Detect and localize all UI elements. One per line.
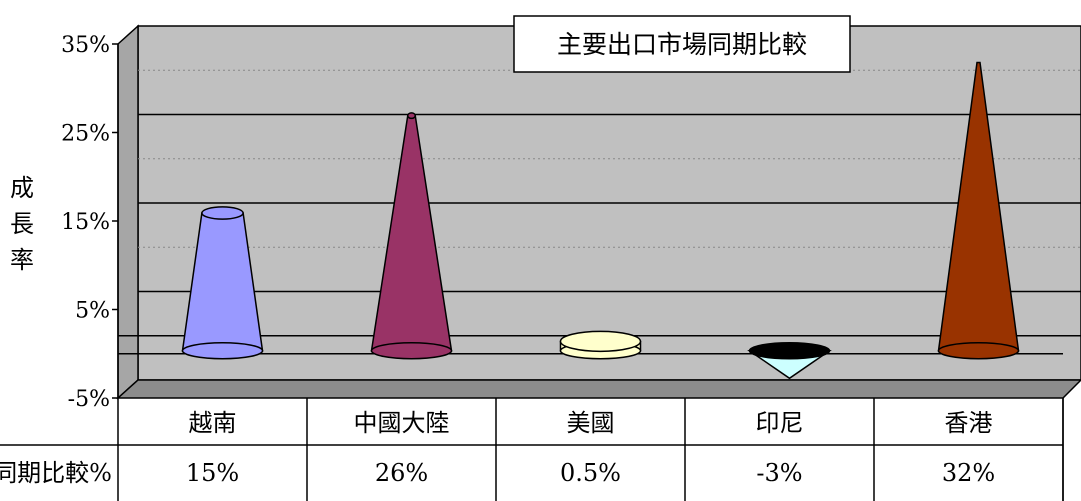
- bars: [181, 61, 1020, 380]
- chart-title-box: 主要出口市場同期比較: [513, 15, 851, 73]
- y-axis-label: 成長率: [10, 174, 34, 274]
- y-axis-label-char: 率: [10, 246, 34, 274]
- title-frame: [513, 15, 851, 73]
- bar-cone-top: [201, 206, 244, 220]
- y-axis-label-char: 成: [10, 174, 34, 202]
- bar-cone-top: [407, 112, 416, 120]
- y-axis: -5% 5% 15% 25% 35%: [61, 33, 119, 412]
- value-label: -3%: [756, 459, 802, 487]
- bar-cone-base: [181, 342, 264, 360]
- bar-cone-base: [937, 342, 1020, 360]
- bar-cone: [181, 206, 264, 360]
- value-label: 15%: [186, 459, 239, 487]
- y-axis-label-char: 長: [10, 210, 34, 238]
- category-label: 越南: [189, 409, 237, 437]
- y-tick-label: 5%: [75, 299, 110, 324]
- y-tick-label: 25%: [61, 122, 110, 147]
- category-label: 印尼: [756, 409, 804, 437]
- bar-cone-base: [370, 342, 453, 360]
- bar-cone: [370, 112, 453, 360]
- category-label: 香港: [945, 409, 993, 437]
- bar-cone-base: [748, 342, 831, 360]
- chart-title: 主要出口市場同期比較: [557, 30, 807, 59]
- y-tick-label: 35%: [61, 33, 110, 58]
- value-label: 32%: [942, 459, 995, 487]
- value-label: 0.5%: [560, 459, 621, 487]
- data-table: 越南 中國大陸 美國 印尼 香港 15% 26% 0.5% -3% 32% 同期比較%: [0, 398, 1064, 501]
- bar-cone: [937, 61, 1020, 360]
- series-name-label: 同期比較%: [0, 459, 112, 487]
- floor: [116, 379, 1081, 399]
- bar-cone: [747, 342, 832, 380]
- category-label: 美國: [567, 409, 615, 437]
- bar-cone: [559, 330, 642, 360]
- category-label: 中國大陸: [354, 409, 450, 437]
- value-label: 26%: [375, 459, 428, 487]
- y-tick-label: 15%: [61, 210, 110, 235]
- bar-cone-top: [559, 330, 642, 353]
- y-tick-label: -5%: [68, 387, 110, 412]
- side-wall: [117, 24, 139, 400]
